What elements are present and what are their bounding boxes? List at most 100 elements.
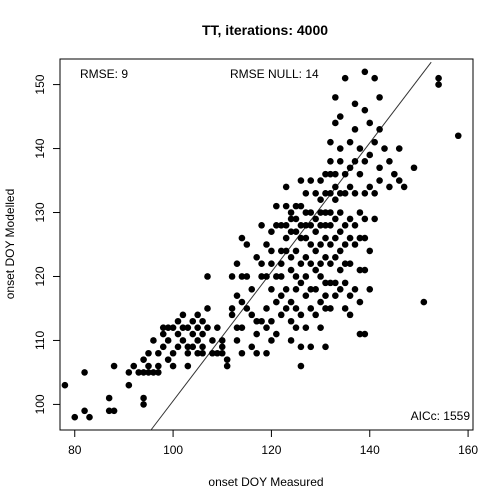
data-point [346, 164, 354, 172]
data-point [356, 170, 364, 178]
data-point [218, 337, 226, 344]
data-point [307, 241, 315, 248]
data-point [199, 330, 206, 338]
data-point [145, 362, 152, 370]
data-point [302, 190, 310, 197]
data-point [332, 279, 339, 287]
data-point [376, 164, 383, 172]
data-point [228, 305, 236, 312]
data-point [317, 222, 324, 229]
data-point [292, 202, 300, 210]
data-point [223, 362, 231, 370]
data-point [277, 247, 285, 255]
data-point [169, 324, 177, 331]
data-point [194, 324, 201, 331]
data-point [204, 305, 211, 312]
data-point [248, 343, 256, 351]
data-point [268, 228, 275, 236]
data-point [253, 349, 260, 357]
data-point [327, 279, 334, 287]
data-point [302, 273, 310, 280]
data-point [322, 253, 329, 261]
data-point [179, 337, 187, 344]
data-point [248, 311, 256, 319]
data-point [292, 247, 300, 255]
data-point [86, 413, 93, 421]
data-point [287, 228, 295, 236]
data-point [125, 369, 133, 376]
data-point [341, 170, 349, 178]
data-point [287, 253, 295, 261]
data-point [155, 369, 162, 376]
data-point [297, 343, 305, 351]
data-point [317, 298, 324, 306]
data-point [214, 324, 221, 331]
data-point [327, 222, 334, 229]
data-point [238, 349, 246, 357]
data-point [376, 126, 383, 133]
data-point [307, 177, 315, 184]
data-point [155, 362, 162, 370]
data-point [297, 311, 305, 319]
data-point [341, 305, 349, 312]
data-point [228, 311, 236, 319]
data-point [307, 343, 315, 351]
data-point [204, 324, 211, 331]
data-point [341, 190, 349, 197]
data-point [361, 190, 369, 197]
data-point [332, 94, 339, 101]
data-point [145, 369, 152, 376]
data-point [238, 273, 246, 280]
data-point [179, 311, 187, 319]
data-point [327, 170, 334, 178]
data-point [366, 247, 374, 255]
data-point [238, 298, 246, 306]
data-point [179, 324, 187, 331]
data-point [218, 349, 226, 357]
data-point [297, 362, 305, 370]
data-point [356, 298, 364, 306]
data-point [332, 170, 339, 178]
data-point [233, 324, 241, 331]
data-point [346, 138, 354, 146]
data-point [322, 305, 329, 312]
data-point [351, 190, 359, 197]
rmse-null-label: RMSE NULL: 14 [230, 67, 319, 81]
data-point [312, 311, 319, 319]
data-point [361, 158, 369, 165]
data-point [125, 381, 133, 389]
data-point [194, 337, 201, 344]
data-point [292, 215, 300, 223]
data-point [322, 209, 329, 216]
data-point [336, 209, 344, 216]
data-point [341, 260, 349, 267]
data-point [317, 177, 324, 184]
data-point [312, 228, 319, 236]
data-point [307, 209, 315, 216]
data-point [243, 273, 251, 280]
data-point [391, 170, 398, 178]
data-point [327, 190, 334, 197]
data-point [395, 145, 403, 152]
data-point [351, 126, 359, 133]
data-point [233, 292, 241, 299]
data-point [268, 317, 275, 325]
data-point [302, 324, 310, 331]
data-point [189, 317, 197, 325]
data-point [263, 324, 270, 331]
data-point [317, 273, 324, 280]
data-point [297, 260, 305, 267]
data-point [327, 138, 334, 146]
data-point [376, 94, 383, 101]
data-point [184, 343, 192, 351]
data-point [159, 324, 167, 331]
data-point [105, 394, 113, 402]
data-point [287, 209, 295, 216]
data-point [371, 190, 378, 197]
data-point [214, 349, 221, 357]
data-point [248, 285, 256, 293]
data-point [155, 349, 162, 357]
data-point [243, 305, 251, 312]
data-point [71, 413, 79, 421]
y-tick-label: 130 [33, 202, 47, 222]
